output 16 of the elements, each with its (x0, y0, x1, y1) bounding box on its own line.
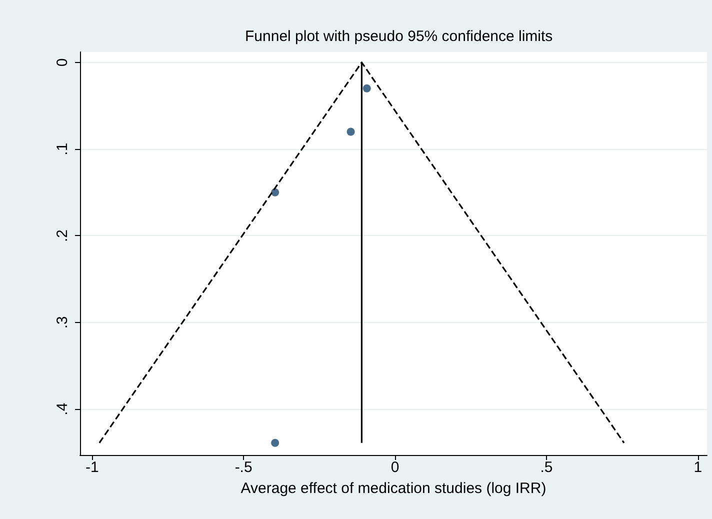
x-tick-label: 1 (694, 459, 702, 476)
point (271, 438, 280, 447)
point (346, 128, 355, 136)
x-axis-title: Average effect of medication studies (log IRR) (240, 480, 546, 497)
y-tick-label: 0 (54, 58, 71, 67)
chart-title: Funnel plot with pseudo 95% confidence limits (245, 28, 553, 45)
point (271, 188, 280, 196)
y-tick-label: .4 (54, 402, 71, 416)
x-tick-label: -.5 (234, 459, 252, 476)
x-tick-label: .5 (540, 459, 553, 476)
x-tick-label: 0 (390, 459, 400, 476)
point (362, 84, 371, 92)
x-tick-label: -1 (85, 459, 99, 476)
y-tick-label: .1 (54, 142, 71, 156)
y-tick-label: .3 (54, 316, 71, 329)
y-tick-label: .2 (54, 229, 71, 242)
